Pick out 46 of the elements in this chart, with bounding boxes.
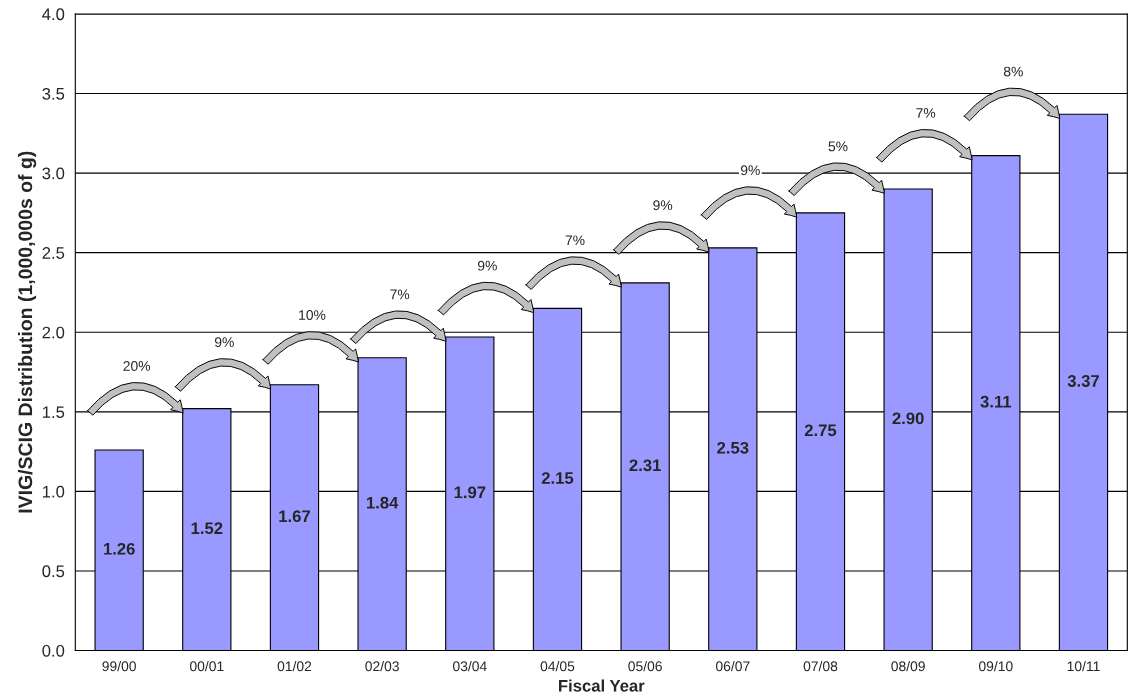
x-tick-label: 99/00 <box>102 660 136 672</box>
data-label: 2.15 <box>541 472 574 484</box>
x-tick-label: 05/06 <box>628 660 662 672</box>
annotation: 7% <box>565 235 585 246</box>
y-tick-label: 4.0 <box>42 8 65 21</box>
annotation: 9% <box>477 260 497 271</box>
x-tick-label: 08/09 <box>891 660 925 672</box>
data-label: 1.67 <box>279 510 310 523</box>
x-tick-label: 02/03 <box>365 660 399 672</box>
data-label: 2.75 <box>804 424 837 437</box>
x-tick-label: 09/10 <box>978 660 1013 672</box>
data-label: 2.31 <box>629 459 661 472</box>
x-tick-label: 03/04 <box>452 660 487 672</box>
y-tick-label: 1.0 <box>42 485 65 498</box>
data-label: 1.84 <box>366 496 399 509</box>
annotation: 5% <box>828 141 848 152</box>
y-tick-label: 0.0 <box>42 644 65 657</box>
data-label: 1.52 <box>191 522 223 535</box>
x-tick-label: 01/02 <box>277 660 312 672</box>
data-label: 2.53 <box>717 441 749 454</box>
annotation: 7% <box>916 108 936 118</box>
y-axis-title: IVIG/SCIG Distribution (1,000,000s of g) <box>17 151 37 513</box>
x-tick-label: 04/05 <box>540 660 575 672</box>
x-tick-label: 00/01 <box>189 660 224 672</box>
annotation: 9% <box>740 165 760 176</box>
x-tick-label: 06/07 <box>715 660 750 672</box>
annotation: 9% <box>653 200 673 211</box>
y-tick-label: 3.5 <box>42 87 65 100</box>
y-tick-label: 2.0 <box>42 326 65 339</box>
annotation: 9% <box>214 337 234 348</box>
data-label: 1.26 <box>103 542 135 555</box>
x-axis-title: Fiscal Year <box>559 679 645 692</box>
y-tick-label: 2.5 <box>42 247 65 259</box>
annotation: 7% <box>390 289 410 300</box>
data-label: 1.97 <box>454 486 486 499</box>
annotation: 10% <box>299 310 326 320</box>
annotation: 20% <box>123 361 151 371</box>
x-tick-label: 10/11 <box>1067 660 1100 672</box>
y-tick-label: 1.5 <box>42 406 65 419</box>
y-tick-label: 0.5 <box>42 565 65 578</box>
data-label: 3.11 <box>980 395 1012 408</box>
data-label: 2.90 <box>892 412 924 425</box>
y-tick-label: 3.0 <box>42 167 65 180</box>
annotation: 8% <box>1003 66 1023 77</box>
x-tick-label: 07/08 <box>803 660 838 672</box>
data-label: 3.37 <box>1067 375 1099 387</box>
